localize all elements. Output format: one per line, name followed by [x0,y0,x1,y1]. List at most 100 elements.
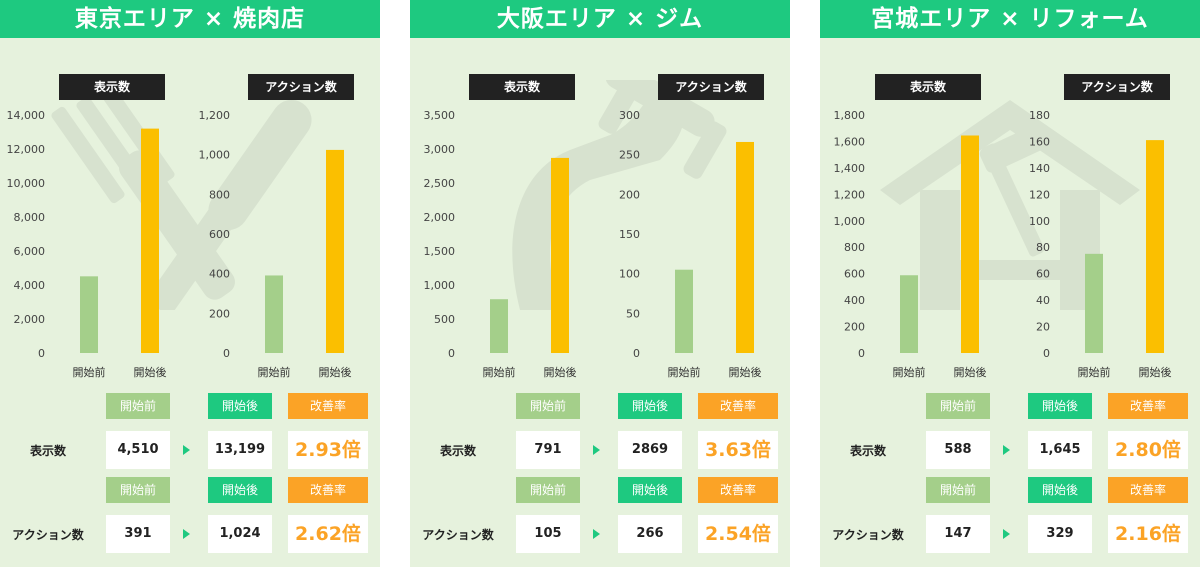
y-tick-label: 1,000 [424,279,456,292]
y-tick-label: 300 [619,109,640,122]
before-chip: 開始前 [926,393,990,419]
y-tick-label: 0 [448,347,455,360]
bar-before [1085,253,1103,353]
y-tick-label: 0 [38,347,45,360]
chart-impressions: 0 2,000 4,000 6,000 8,000 10,000 12,000 14,000 開… [7,109,167,379]
bar-before [490,299,508,353]
y-tick-label: 400 [844,294,865,307]
bar-after [961,135,979,353]
y-tick-label: 0 [633,347,640,360]
chart-actions: 0 20 40 60 80 100 120 140 160 180 開始前 開始後 [1029,109,1172,379]
y-tick-label: 1,000 [199,149,231,162]
y-tick-label: 200 [844,321,865,334]
y-tick-label: 250 [619,149,640,162]
before-value: 105 [516,515,580,553]
chart-actions: 0 50 100 150 200 250 300 開始前 開始後 [619,109,762,379]
arrow-icon [1003,445,1010,455]
x-category-label: 開始前 [483,365,516,379]
y-tick-label: 200 [209,307,230,320]
y-tick-label: 1,600 [834,135,866,148]
row-label: アクション数 [12,528,84,542]
rate-value: 2.16倍 [1108,515,1188,553]
bar-after [551,157,569,353]
y-tick-label: 100 [619,268,640,281]
bar-after [141,128,159,353]
x-category-label: 開始前 [668,365,701,379]
chart-actions: 0 200 400 600 800 1,000 1,200 開始前 開始後 [199,109,352,379]
rate-chip: 改善率 [288,477,368,503]
bar-after [1146,140,1164,353]
panel-title: 宮城エリア × リフォーム [820,0,1200,38]
bar-after [326,149,344,353]
y-tick-label: 0 [223,347,230,360]
arrow-icon [1003,529,1010,539]
y-tick-label: 600 [844,268,865,281]
panel-tokyo: 東京エリア × 焼肉店 表示数 アクション数 0 2,000 4,000 6,000 8… [0,0,380,567]
y-tick-label: 80 [1036,241,1050,254]
x-category-label: 開始後 [1139,365,1172,379]
chart-title: 表示数 [59,74,165,100]
rate-chip: 改善率 [1108,393,1188,419]
y-tick-label: 12,000 [7,143,46,156]
rate-value: 3.63倍 [698,431,778,469]
x-category-label: 開始前 [1078,365,1111,379]
y-tick-label: 8,000 [14,211,46,224]
row-label: アクション数 [832,528,904,542]
y-tick-label: 3,000 [424,143,456,156]
arrow-icon [183,529,190,539]
y-tick-label: 4,000 [14,279,46,292]
before-chip: 開始前 [516,477,580,503]
rate-value: 2.62倍 [288,515,368,553]
after-chip: 開始後 [618,393,682,419]
chart-title: アクション数 [658,74,764,100]
x-category-label: 開始前 [258,365,291,379]
y-tick-label: 120 [1029,188,1050,201]
rate-value: 2.93倍 [288,431,368,469]
y-tick-label: 160 [1029,135,1050,148]
y-tick-label: 60 [1036,268,1050,281]
y-tick-label: 200 [619,188,640,201]
before-chip: 開始前 [926,477,990,503]
bar-before [265,275,283,353]
x-category-label: 開始前 [73,365,106,379]
chart-impressions: 0 200 400 600 800 1,000 1,200 1,400 1,600 1,800 開始… [834,109,987,379]
y-tick-label: 180 [1029,109,1050,122]
y-tick-label: 500 [434,313,455,326]
before-chip: 開始前 [516,393,580,419]
chart-title: アクション数 [248,74,354,100]
before-value: 391 [106,515,170,553]
bar-before [900,275,918,353]
y-tick-label: 2,000 [424,211,456,224]
y-tick-label: 800 [209,188,230,201]
after-value: 1,024 [208,515,272,553]
y-tick-label: 2,000 [14,313,46,326]
before-value: 791 [516,431,580,469]
y-tick-label: 1,500 [424,245,456,258]
y-tick-label: 20 [1036,321,1050,334]
after-chip: 開始後 [1028,477,1092,503]
y-tick-label: 1,400 [834,162,866,175]
y-tick-label: 40 [1036,294,1050,307]
y-tick-label: 2,500 [424,177,456,190]
after-chip: 開始後 [1028,393,1092,419]
after-value: 13,199 [208,431,272,469]
chart-title: 表示数 [469,74,575,100]
y-tick-label: 1,800 [834,109,866,122]
after-value: 329 [1028,515,1092,553]
arrow-icon [593,529,600,539]
bar-before [80,276,98,353]
y-tick-label: 1,200 [199,109,231,122]
y-tick-label: 1,200 [834,188,866,201]
x-category-label: 開始後 [319,365,352,379]
bar-before [675,269,693,353]
rate-value: 2.80倍 [1108,431,1188,469]
rate-chip: 改善率 [1108,477,1188,503]
rate-chip: 改善率 [698,477,778,503]
y-tick-label: 3,500 [424,109,456,122]
y-tick-label: 50 [626,307,640,320]
row-label: 表示数 [439,444,476,458]
after-chip: 開始後 [618,477,682,503]
rate-value: 2.54倍 [698,515,778,553]
house-hammer-icon [880,100,1140,310]
y-tick-label: 0 [858,347,865,360]
